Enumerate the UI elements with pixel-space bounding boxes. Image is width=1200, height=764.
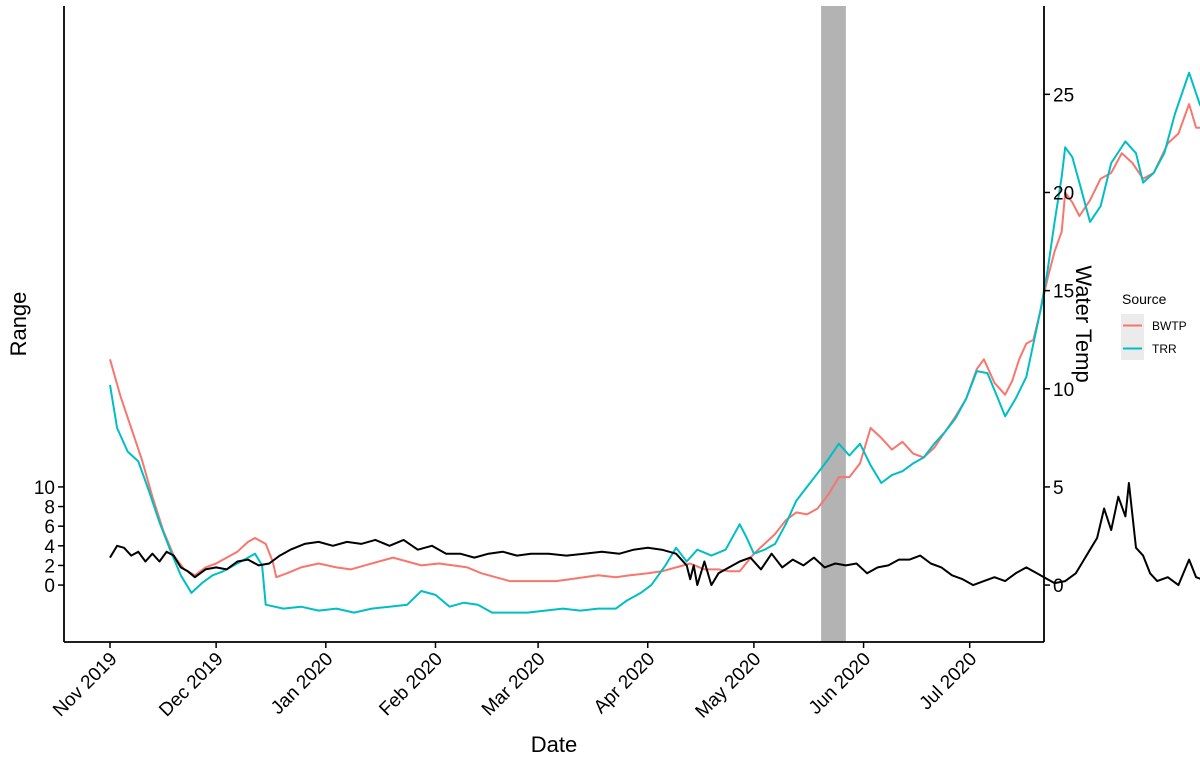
axes-layer: [63, 6, 1045, 643]
y-tick-label: 4: [44, 537, 55, 558]
legend-entry-bwtp: BWTP: [1121, 314, 1187, 337]
x-axis-title: Date: [531, 732, 577, 757]
y-tick-label: 2: [44, 556, 55, 577]
y-tick-label: 10: [34, 478, 55, 499]
y2-tick-label: 20: [1053, 183, 1074, 204]
y2-tick-label: 25: [1053, 85, 1074, 106]
highlight-band: [821, 6, 846, 642]
y2-tick-label: 5: [1053, 478, 1064, 499]
legend-title: Source: [1122, 291, 1167, 307]
highlight-band-layer: [821, 6, 846, 642]
legend-entry-trr: TRR: [1121, 337, 1177, 360]
series-line-trr: [109, 71, 1200, 614]
y-tick-label: 8: [44, 498, 55, 519]
y2-tick-label: 10: [1053, 380, 1074, 401]
legend-label-trr: TRR: [1152, 342, 1177, 356]
legend: Source BWTP TRR: [1121, 291, 1187, 360]
legend-label-bwtp: BWTP: [1152, 319, 1187, 333]
y-tick-label: 6: [44, 517, 55, 538]
y2-tick-label: 0: [1053, 576, 1064, 597]
series-layer: [109, 71, 1200, 614]
y2-tick-label: 15: [1053, 282, 1074, 303]
y2-axis-title: Water Temp: [1071, 265, 1096, 382]
series-line-range: [109, 482, 1200, 587]
series-line-bwtp: [109, 103, 1200, 583]
y-axis-title: Range: [6, 292, 31, 357]
y-tick-label: 0: [44, 576, 55, 597]
